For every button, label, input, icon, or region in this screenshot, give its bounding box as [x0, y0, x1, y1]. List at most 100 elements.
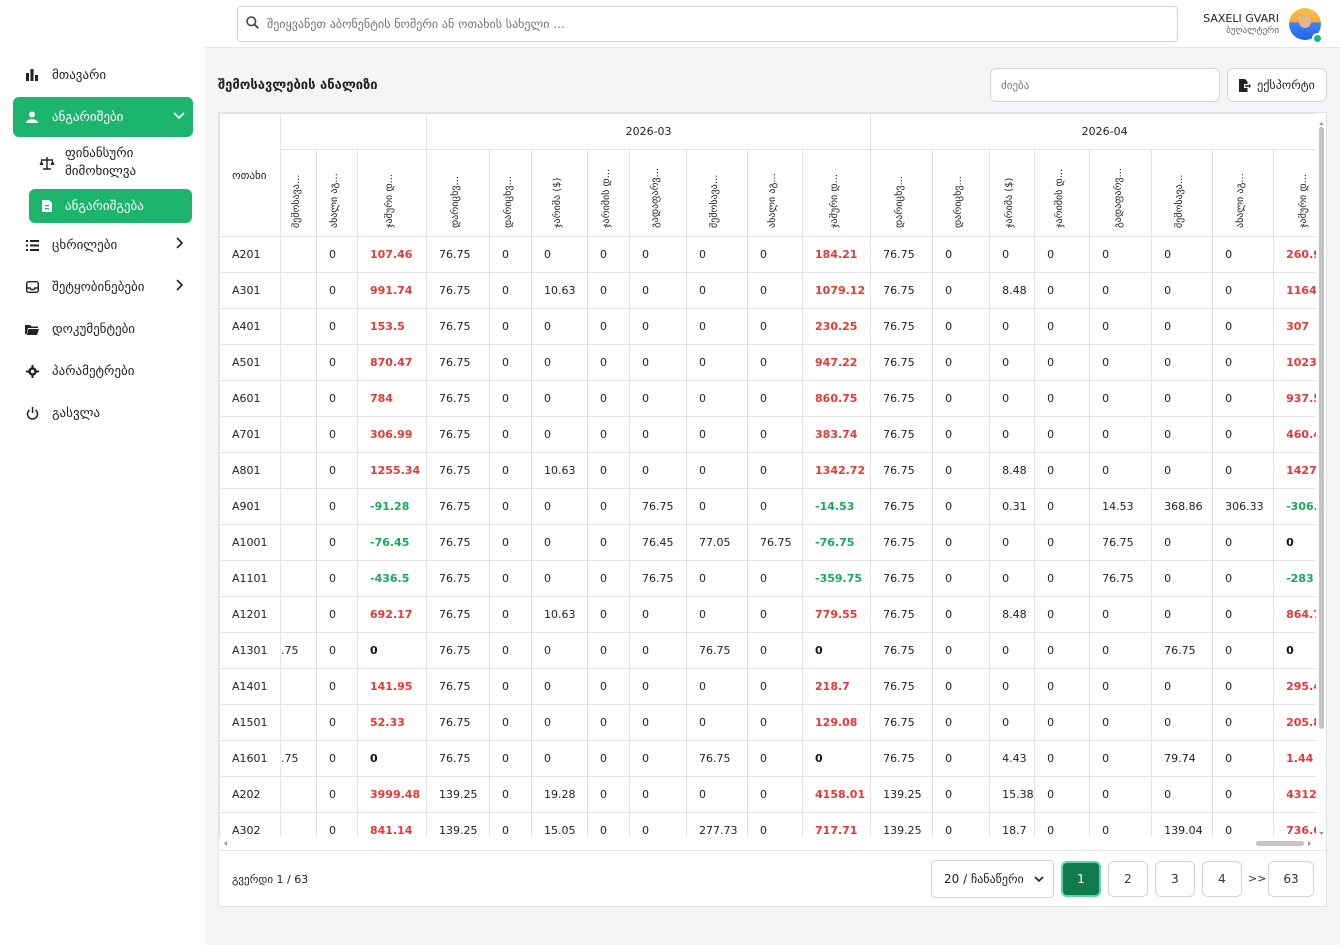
- table-scroll-area[interactable]: ოთახი 2026-03 2026-04 შემოსავა... ახალი …: [219, 113, 1316, 837]
- table-cell: [280, 416, 317, 453]
- table-row[interactable]: A1301.75 0 0 76.75 0 0 0 0 76.75 0 0 76.75 0 0 0 0 76.75…: [219, 632, 1316, 669]
- table-row[interactable]: A1001 0 -76.45 76.75 0 0 0 76.45 77.05 76.75 -76.7…: [219, 524, 1316, 561]
- column-header[interactable]: გადაფარვ...: [629, 149, 688, 237]
- table-row[interactable]: A801 0 1255.34 76.75 0 10.63 0 0 0 0 1342.72 76.75 0…: [219, 452, 1316, 489]
- table-cell: 0: [316, 560, 358, 597]
- table-row[interactable]: A301 0 991.74 76.75 0 10.63 0 0 0 0 1079.12 76.75 0 8…: [219, 272, 1316, 309]
- table-row[interactable]: A401 0 153.5 76.75 0 0 0 0 0 0 230.25 76.75 0 0 0 0 0 0 30…: [219, 308, 1316, 345]
- total-cell: 0: [1273, 632, 1316, 669]
- sidebar-item-tables[interactable]: ცხრილები: [13, 225, 193, 265]
- table-search-input[interactable]: [990, 68, 1220, 102]
- column-header[interactable]: ახალი აგ...: [747, 149, 804, 237]
- table-row[interactable]: A501 0 870.47 76.75 0 0 0 0 0 0 947.22 76.75 0 0 0 0 0 0 1…: [219, 344, 1316, 381]
- horizontal-scrollbar[interactable]: [223, 839, 1313, 847]
- column-header[interactable]: ჯარიმა ($): [989, 149, 1036, 237]
- table-cell: 0: [629, 704, 688, 741]
- table-row[interactable]: A1601.75 0 0 76.75 0 0 0 0 76.75 0 0 76.75 0 4.43 0 0 79…: [219, 740, 1316, 777]
- table-row[interactable]: A1101 0 -436.5 76.75 0 0 0 76.75 0 0 -359.75 76.75 0…: [219, 560, 1316, 597]
- table-cell: [280, 524, 317, 561]
- sidebar-item-reports[interactable]: ანგარიშები: [13, 97, 193, 137]
- column-header[interactable]: შემოსავა...: [280, 149, 317, 237]
- column-header[interactable]: ჯარიმა ($): [531, 149, 589, 237]
- search-input[interactable]: [267, 17, 1147, 31]
- column-header[interactable]: ახალი აგ...: [1212, 149, 1275, 237]
- column-header[interactable]: შემოსავა...: [1151, 149, 1214, 237]
- sidebar-subitem-reporting[interactable]: ანგარიშგება: [29, 189, 192, 223]
- page-button-last[interactable]: 63: [1268, 861, 1314, 897]
- table-cell: [280, 776, 317, 813]
- table-cell: 0: [1089, 236, 1153, 273]
- room-column-header[interactable]: ოთახი: [219, 113, 281, 237]
- sidebar-item-logout[interactable]: გასვლა: [13, 393, 193, 433]
- room-cell: A201: [219, 236, 281, 273]
- table-row[interactable]: A1201 0 692.17 76.75 0 10.63 0 0 0 0 779.55 76.75 0 8…: [219, 596, 1316, 633]
- table-row[interactable]: A1401 0 141.95 76.75 0 0 0 0 0 0 218.7 76.75 0 0 0 0 0 0 2…: [219, 668, 1316, 705]
- vertical-scrollbar[interactable]: [1317, 121, 1325, 837]
- table-row[interactable]: A1501 0 52.33 76.75 0 0 0 0 0 0 129.08 76.75 0 0 0 0 0 0 2…: [219, 704, 1316, 741]
- user-menu[interactable]: SAXELI GVARI ბუღალტერი: [1200, 4, 1340, 44]
- page-button-3[interactable]: 3: [1155, 861, 1195, 897]
- page-ellipsis[interactable]: >>: [1248, 872, 1267, 885]
- pagination-bar: გვერდი 1 / 63 20 / ჩანაწერი 1 2 3 4 >> 6…: [219, 850, 1326, 906]
- sidebar-item-settings[interactable]: პარამეტრები: [13, 351, 193, 391]
- table-cell: 0: [747, 488, 804, 525]
- table-cell: 0: [629, 596, 688, 633]
- table-cell: 0: [1089, 632, 1153, 669]
- table-cell: 0: [932, 380, 991, 417]
- column-header[interactable]: გადაფარვ...: [1089, 149, 1153, 237]
- table-cell: 0: [1089, 344, 1153, 381]
- column-header[interactable]: ჯამური დ...: [802, 149, 872, 237]
- table-row[interactable]: A901 0 -91.28 76.75 0 0 0 76.75 0 0 -14.53 76.75 0 0.…: [219, 488, 1316, 525]
- page-button-1[interactable]: 1: [1061, 861, 1101, 897]
- table-row[interactable]: A201 0 107.46 76.75 0 0 0 0 0 0 184.21 76.75 0 0 0 0 0 0 2…: [219, 236, 1316, 273]
- column-header[interactable]: დარიცხვ...: [426, 149, 491, 237]
- table-cell: 0: [1089, 812, 1153, 837]
- page-button-2[interactable]: 2: [1108, 861, 1148, 897]
- total-cell: 736.62: [1273, 812, 1316, 837]
- table-cell: 0: [932, 524, 991, 561]
- export-button[interactable]: ექსპორტი: [1227, 68, 1327, 102]
- column-header[interactable]: ჯამური დ...: [1273, 149, 1316, 237]
- revenue-table-container: ოთახი 2026-03 2026-04 შემოსავა... ახალი …: [218, 112, 1327, 907]
- table-cell: 0: [747, 236, 804, 273]
- table-cell: 76.75: [426, 488, 491, 525]
- sidebar-subitem-financial-overview[interactable]: ფინანსური მიმოხილვა: [29, 139, 192, 187]
- total-cell: 937.5: [1273, 380, 1316, 417]
- total-cell: -14.53: [802, 488, 872, 525]
- column-header[interactable]: ჯარიმის დ...: [587, 149, 631, 237]
- table-row[interactable]: A302 0 841.14 139.25 0 15.05 0 0 277.73 0 717.71 13…: [219, 812, 1316, 837]
- table-cell: 0: [531, 524, 589, 561]
- total-cell: 52.33: [356, 704, 428, 741]
- table-cell: 0: [1089, 380, 1153, 417]
- table-cell: 76.75: [870, 452, 934, 489]
- sidebar-item-documents[interactable]: დოკუმენტები: [13, 309, 193, 349]
- page-button-4[interactable]: 4: [1202, 861, 1242, 897]
- table-cell: 0: [531, 380, 589, 417]
- table-cell: 0: [1212, 272, 1275, 309]
- search-box[interactable]: [237, 6, 1178, 42]
- table-cell: 0: [989, 236, 1036, 273]
- sidebar-item-home[interactable]: მთავარი: [13, 55, 193, 95]
- table-row[interactable]: A601 0 784 76.75 0 0 0 0 0 0 860.75 76.75 0 0 0 0 0 0 937.…: [219, 380, 1316, 417]
- column-header[interactable]: დარიცხვ...: [932, 149, 991, 237]
- table-cell: 8.48: [989, 272, 1036, 309]
- column-header[interactable]: ახალი აგ...: [316, 149, 358, 237]
- column-header[interactable]: დარიცხვ...: [489, 149, 533, 237]
- table-cell: .75: [280, 632, 317, 669]
- table-row[interactable]: A202 0 3999.48 139.25 0 19.28 0 0 0 0 4158.01 139.2…: [219, 776, 1316, 813]
- column-header[interactable]: ჯარიმის დ...: [1034, 149, 1091, 237]
- table-cell: 0: [1151, 380, 1214, 417]
- column-header[interactable]: დარიცხვ...: [870, 149, 934, 237]
- table-cell: 0: [531, 236, 589, 273]
- total-cell: -436.5: [356, 560, 428, 597]
- sidebar-item-notifications[interactable]: შეტყობინებები: [13, 267, 193, 307]
- column-header[interactable]: შემოსავა...: [686, 149, 749, 237]
- table-cell: 0: [989, 560, 1036, 597]
- table-row[interactable]: A701 0 306.99 76.75 0 0 0 0 0 0 383.74 76.75 0 0 0 0 0 0 4…: [219, 416, 1316, 453]
- table-cell: 8.48: [989, 452, 1036, 489]
- avatar[interactable]: [1287, 8, 1323, 44]
- table-cell: 0: [629, 668, 688, 705]
- table-cell: 0.31: [989, 488, 1036, 525]
- per-page-select[interactable]: 20 / ჩანაწერი: [931, 860, 1054, 898]
- column-header[interactable]: ჯამური დ...: [356, 149, 428, 237]
